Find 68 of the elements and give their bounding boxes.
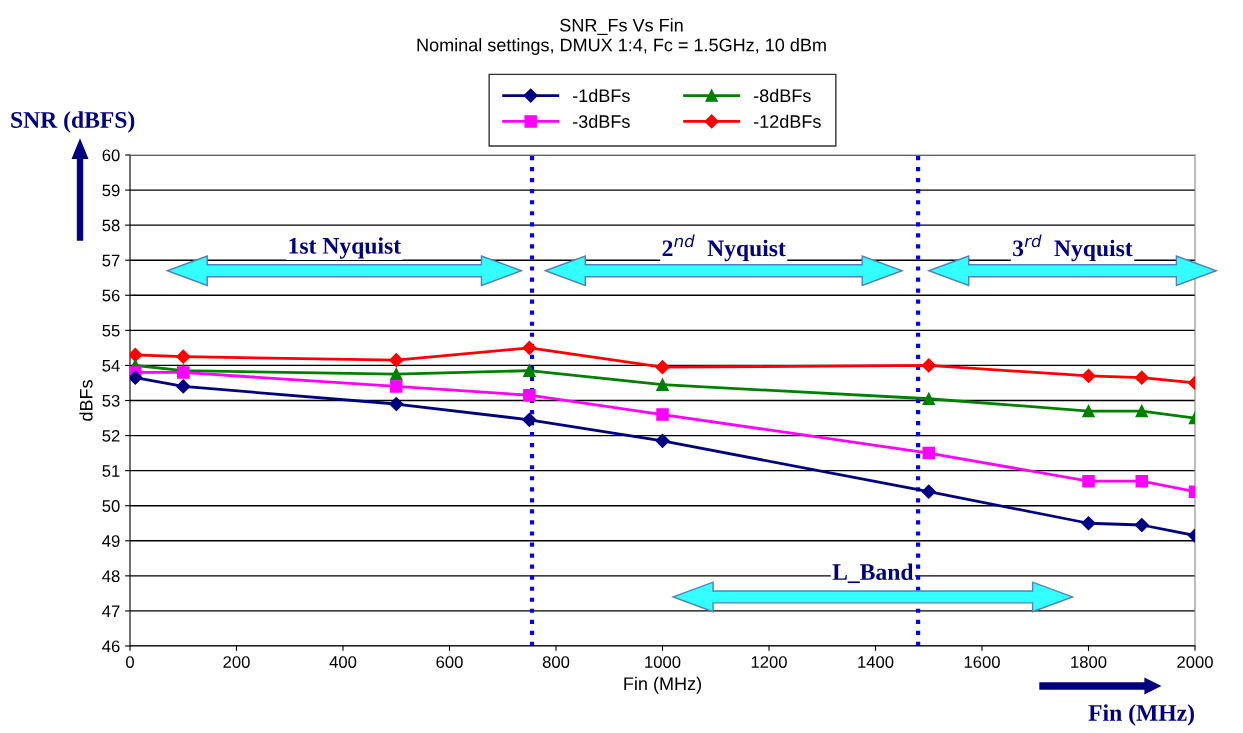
point [922, 392, 936, 405]
x-tick-label: 200 [223, 656, 250, 668]
annotation: L_Band [832, 563, 914, 584]
legend-label: -8dBFs [753, 88, 811, 103]
y-tick-label: 55 [102, 324, 120, 337]
y-tick-label: 53 [102, 394, 120, 407]
y-tick-label: 49 [102, 535, 120, 547]
point [130, 347, 143, 362]
x-tick-label: 400 [329, 656, 357, 668]
point [655, 433, 670, 448]
chart-title: SNR_Fs Vs Fin [560, 18, 683, 35]
x-tick-label: 2000 [1177, 656, 1213, 668]
point [921, 358, 936, 373]
y-tick-label: 60 [102, 149, 120, 162]
point [1081, 368, 1096, 384]
y-tick-label: 58 [102, 219, 120, 232]
y-tick-label: 56 [102, 289, 120, 302]
y-tick-label: 57 [102, 254, 120, 267]
point [1134, 370, 1149, 385]
point [523, 388, 536, 402]
point [1082, 404, 1095, 418]
point [523, 364, 536, 377]
y-tick-label: 51 [102, 465, 120, 477]
annotation: 3$^{rd}$ Nyquist [1013, 234, 1133, 262]
point [522, 340, 537, 355]
y-tick-label: 48 [102, 570, 120, 583]
y-tick-label: 46 [102, 640, 120, 653]
text: SNR (dBFS) [11, 111, 135, 133]
annotation: 1st Nyquist [289, 237, 401, 259]
x-axis-title: Fin (MHz) [624, 676, 701, 694]
point [176, 379, 191, 394]
point [656, 408, 669, 421]
y-tick-label: 47 [102, 605, 120, 617]
point [1135, 474, 1149, 488]
point [1082, 474, 1095, 488]
point [656, 378, 669, 391]
x-tick-label: 1200 [751, 656, 787, 668]
legend-label: -3dBFs [573, 114, 630, 128]
x-tick-label: 600 [436, 656, 463, 668]
text: Fin (MHz) [1088, 704, 1194, 726]
point [655, 360, 670, 375]
x-tick-label: 800 [542, 656, 570, 668]
y-tick-label: 54 [102, 360, 120, 372]
point [130, 370, 143, 385]
point [522, 412, 537, 427]
x-tick-label: 1400 [858, 656, 894, 668]
annotation: 2$^{nd}$ Nyquist [662, 234, 786, 262]
y-tick-label: 50 [102, 500, 120, 512]
point [176, 349, 191, 364]
y-axis-title: dBFs [79, 380, 93, 421]
chart-subtitle: Nominal settings, DMUX 1:4, Fc = 1.5GHz, 10 dBm [417, 38, 826, 55]
x-tick-label: 1800 [1071, 656, 1107, 668]
x-tick-label: 1600 [964, 656, 1000, 668]
point [1134, 517, 1149, 533]
y-tick-label: 59 [102, 184, 120, 197]
point [389, 396, 404, 412]
legend-label: -1dBFs [573, 88, 630, 103]
y-tick-label: 52 [102, 429, 120, 442]
point [1135, 404, 1149, 418]
point [389, 353, 404, 368]
point [389, 367, 403, 381]
point [1081, 516, 1096, 531]
x-tick-label: 0 [126, 656, 134, 668]
point [389, 380, 403, 393]
legend-label: -12dBFs [753, 114, 821, 128]
point [922, 446, 936, 460]
x-tick-label: 1000 [645, 656, 681, 668]
point [921, 484, 936, 499]
